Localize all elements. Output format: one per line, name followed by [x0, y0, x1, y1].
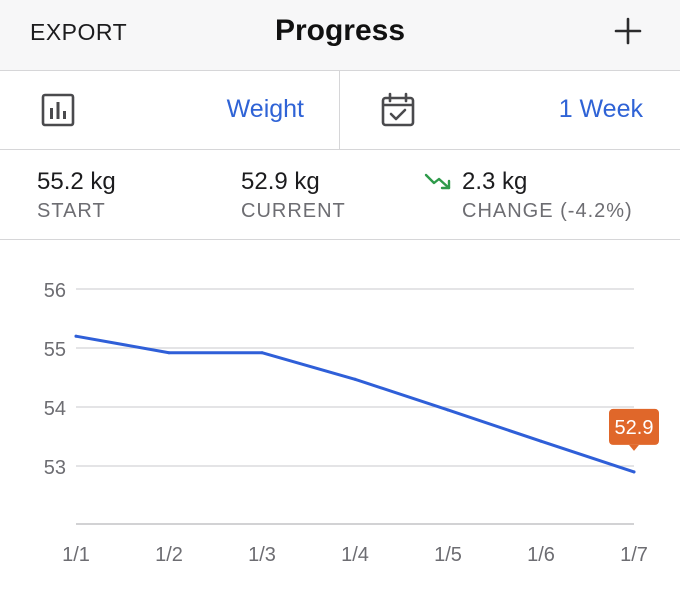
data-point: [167, 351, 171, 355]
change-label: CHANGE (-4.2%): [462, 200, 633, 222]
x-tick-label: 1/2: [155, 544, 183, 566]
add-button[interactable]: [606, 12, 650, 52]
metric-value: Weight: [226, 95, 304, 123]
range-selector[interactable]: 1 Week: [340, 71, 680, 149]
navigation-bar: EXPORT Progress: [0, 0, 680, 71]
trending-down-icon: [424, 173, 451, 190]
data-point: [353, 377, 357, 381]
stat-change: 2.3 kg CHANGE (-4.2%): [424, 168, 633, 223]
weight-chart: 53 54 55 56 1/1 1/2 1/3 1/4 1/5 1/6 1/7 52.9: [0, 240, 680, 594]
change-value-row: 2.3 kg: [420, 168, 633, 198]
x-tick-label: 1/4: [341, 544, 369, 566]
data-point: [539, 439, 543, 443]
series-line: [74, 334, 636, 474]
bar-chart-icon: [41, 93, 75, 127]
callout-pointer: [629, 444, 639, 451]
start-value: 55.2 kg: [37, 168, 116, 195]
export-button[interactable]: EXPORT: [30, 19, 128, 45]
callout-label: 52.9: [615, 417, 654, 439]
metric-selector[interactable]: Weight: [0, 71, 339, 149]
line-chart: 53 54 55 56 1/1 1/2 1/3 1/4 1/5 1/6 1/7 52.9: [44, 280, 659, 566]
x-tick-label: 1/5: [434, 544, 462, 566]
data-point: [260, 351, 264, 355]
stat-start: 55.2 kg START: [37, 168, 116, 223]
data-point: [74, 334, 78, 338]
x-tick-label: 1/3: [248, 544, 276, 566]
selector-row: Weight 1 Week: [0, 71, 680, 150]
y-tick-label: 56: [44, 280, 66, 302]
y-tick-label: 55: [44, 339, 66, 361]
x-tick-label: 1/6: [527, 544, 555, 566]
current-label: CURRENT: [241, 200, 346, 222]
value-callout: [609, 408, 659, 445]
data-point: [446, 408, 450, 412]
stat-current: 52.9 kg CURRENT: [241, 168, 346, 223]
y-tick-label: 53: [44, 457, 66, 479]
data-point: [632, 470, 636, 474]
range-value: 1 Week: [558, 95, 643, 123]
start-label: START: [37, 200, 106, 222]
x-tick-label: 1/7: [620, 544, 648, 566]
current-value: 52.9 kg: [241, 168, 320, 195]
calendar-check-icon: [381, 92, 415, 127]
plus-icon: [614, 17, 642, 45]
stats-row: 55.2 kg START 52.9 kg CURRENT 2.3 kg CHA…: [0, 150, 680, 240]
selector-divider: [339, 71, 340, 149]
y-tick-label: 54: [44, 398, 66, 420]
x-tick-label: 1/1: [62, 544, 90, 566]
change-value: 2.3 kg: [462, 168, 528, 195]
